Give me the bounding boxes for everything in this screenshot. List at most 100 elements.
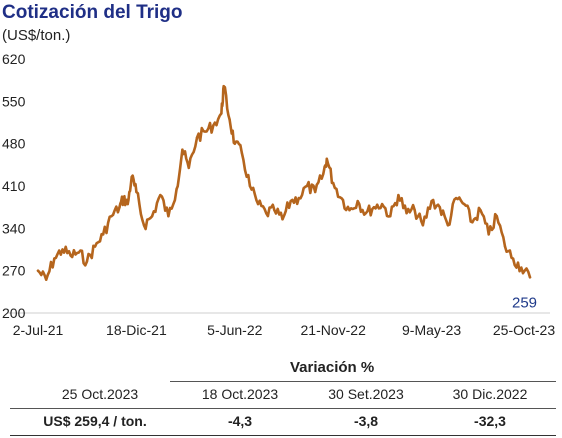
y-axis-ticks: 620 550 480 410 340 270 200	[2, 51, 26, 321]
y-tick-label: 550	[2, 93, 26, 109]
data-point	[265, 212, 268, 215]
data-point	[380, 202, 384, 206]
x-tick-label: 18-Dic-21	[106, 322, 167, 338]
data-point	[281, 218, 284, 221]
variation-value-3: -32,3	[474, 413, 506, 429]
header-divider	[170, 381, 556, 382]
price-value: US$ 259,4 / ton.	[43, 413, 147, 429]
data-point	[187, 166, 190, 170]
date-header-3: 30 Dic.2022	[452, 386, 528, 402]
data-point	[175, 187, 178, 191]
data-point	[102, 233, 105, 236]
data-point	[322, 172, 325, 176]
chart-title: Cotización del Trigo	[2, 2, 183, 23]
variation-header: Variación %	[290, 359, 375, 376]
date-header-2: 30 Set.2023	[328, 386, 404, 402]
data-point	[150, 215, 154, 218]
wheat-price-line	[36, 84, 532, 281]
data-point	[332, 181, 335, 185]
data-point	[397, 193, 400, 197]
data-point	[273, 209, 276, 212]
data-point	[69, 254, 72, 257]
y-tick-label: 200	[2, 305, 26, 321]
variation-value-2: -3,8	[353, 413, 379, 429]
data-point	[110, 215, 113, 218]
data-point	[325, 157, 328, 160]
x-tick-label: 25-Oct-23	[493, 322, 555, 338]
last-value-label: 259	[512, 294, 537, 311]
data-point	[203, 130, 207, 133]
data-point	[256, 202, 260, 206]
data-point	[53, 257, 56, 260]
date-header-current: 25 Oct.2023	[61, 386, 139, 402]
data-point	[454, 196, 458, 200]
row-divider	[10, 408, 556, 409]
data-point	[233, 142, 236, 145]
data-point	[413, 209, 416, 212]
data-point	[487, 233, 490, 236]
variation-table: Variación % 25 Oct.2023 18 Oct.2023 30 S…	[0, 355, 562, 438]
data-point	[389, 215, 392, 218]
y-tick-label: 480	[2, 136, 26, 152]
table-bottom-border	[10, 435, 556, 436]
data-point	[446, 224, 450, 227]
x-tick-label: 5-Jun-22	[207, 322, 262, 338]
data-point	[520, 266, 523, 269]
data-point	[372, 206, 376, 209]
data-point	[212, 124, 215, 127]
data-point	[159, 193, 162, 197]
y-axis-unit-label: (US$/ton.)	[2, 27, 71, 44]
data-point	[118, 206, 121, 209]
variation-value-1: -4,3	[227, 413, 253, 429]
y-tick-label: 410	[2, 178, 26, 194]
data-point	[314, 190, 317, 194]
data-point	[195, 136, 199, 139]
data-point	[122, 196, 125, 200]
data-point	[421, 224, 425, 227]
data-point	[430, 199, 433, 203]
data-point	[36, 269, 40, 272]
data-point	[142, 224, 146, 227]
date-header-1: 18 Oct.2023	[201, 386, 279, 402]
data-points	[36, 85, 532, 281]
data-point	[364, 212, 367, 215]
data-point	[93, 245, 97, 248]
data-point	[305, 184, 309, 188]
data-point	[503, 245, 507, 248]
data-point	[228, 118, 231, 121]
y-tick-label: 340	[2, 220, 26, 236]
data-point	[511, 257, 515, 260]
data-point	[495, 215, 498, 218]
data-point	[222, 85, 225, 88]
data-point	[130, 175, 133, 179]
data-point	[248, 184, 252, 188]
data-point	[356, 199, 359, 203]
data-point	[61, 248, 64, 251]
data-point	[85, 260, 89, 263]
data-point	[167, 215, 170, 218]
y-tick-label: 270	[2, 263, 26, 279]
data-point	[240, 151, 243, 154]
y-tick-label: 620	[2, 51, 26, 67]
data-point	[297, 196, 300, 200]
x-axis-ticks: 2-Jul-21 18-Dic-21 5-Jun-22 21-Nov-22 9-May-…	[13, 322, 556, 338]
data-point	[181, 148, 184, 151]
data-point	[471, 221, 474, 224]
data-point	[528, 276, 532, 279]
data-point	[463, 202, 466, 206]
data-point	[45, 278, 48, 281]
data-point	[438, 206, 441, 209]
x-tick-label: 21-Nov-22	[301, 322, 367, 338]
data-point	[135, 190, 138, 194]
x-tick-label: 2-Jul-21	[13, 322, 64, 338]
data-point	[348, 209, 351, 212]
wheat-price-chart: 620 550 480 410 340 270 200 2-Jul-21 18-Dic-21 5…	[2, 51, 556, 338]
data-point	[77, 251, 81, 254]
data-point	[220, 112, 223, 115]
data-point	[126, 202, 129, 206]
data-point	[340, 196, 343, 200]
data-point	[479, 209, 482, 212]
data-point	[405, 212, 408, 215]
data-point	[289, 199, 292, 203]
x-tick-label: 9-May-23	[402, 322, 461, 338]
